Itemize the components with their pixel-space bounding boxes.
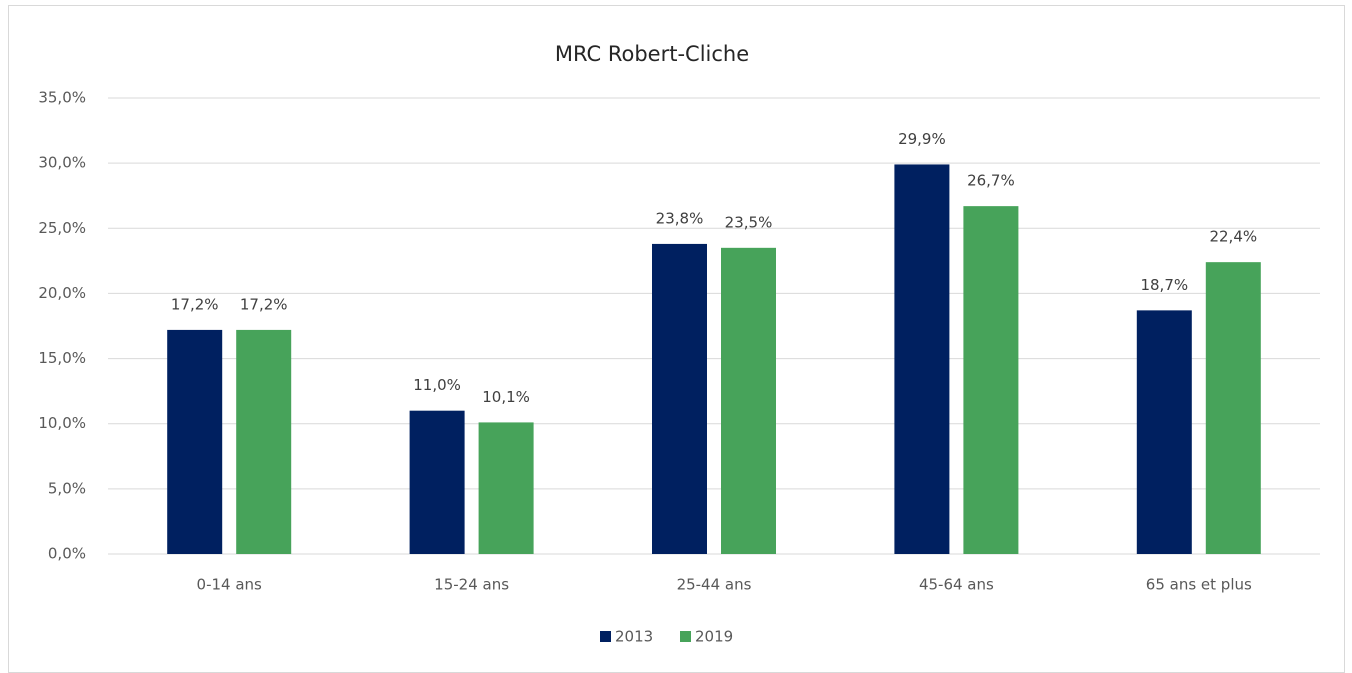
y-tick-label: 0,0%: [48, 545, 86, 563]
data-label: 10,1%: [482, 388, 530, 406]
x-tick-label: 25-44 ans: [677, 576, 752, 594]
bar: [963, 206, 1019, 554]
y-tick-label: 30,0%: [38, 154, 86, 172]
data-label: 17,2%: [171, 295, 219, 313]
x-tick-label: 15-24 ans: [434, 576, 509, 594]
y-tick-label: 10,0%: [38, 414, 86, 432]
data-label: 23,8%: [656, 209, 704, 227]
bar: [1136, 310, 1192, 554]
data-label: 11,0%: [413, 376, 461, 394]
data-label: 23,5%: [725, 213, 773, 231]
bar: [167, 329, 223, 554]
y-tick-label: 25,0%: [38, 219, 86, 237]
data-label: 29,9%: [898, 130, 946, 148]
bar: [894, 164, 950, 554]
bar: [409, 410, 465, 554]
bar: [652, 243, 707, 555]
bar: [478, 422, 534, 554]
bar: [236, 329, 292, 554]
data-label: 26,7%: [967, 172, 1015, 190]
legend-label: 2013: [615, 628, 653, 646]
data-label: 18,7%: [1140, 276, 1188, 294]
bar: [1205, 262, 1261, 554]
legend-swatch: [680, 631, 691, 642]
chart-title: MRC Robert-Cliche: [555, 42, 749, 66]
x-tick-label: 0-14 ans: [197, 576, 263, 594]
x-tick-label: 45-64 ans: [919, 576, 994, 594]
y-tick-label: 15,0%: [38, 349, 86, 367]
legend-swatch: [600, 631, 611, 642]
y-tick-label: 20,0%: [38, 284, 86, 302]
bar: [721, 247, 776, 555]
legend-label: 2019: [695, 628, 733, 646]
x-tick-label: 65 ans et plus: [1146, 576, 1252, 594]
data-label: 22,4%: [1209, 228, 1257, 246]
y-tick-label: 5,0%: [48, 479, 86, 497]
y-tick-label: 35,0%: [38, 89, 86, 107]
data-label: 17,2%: [240, 295, 288, 313]
